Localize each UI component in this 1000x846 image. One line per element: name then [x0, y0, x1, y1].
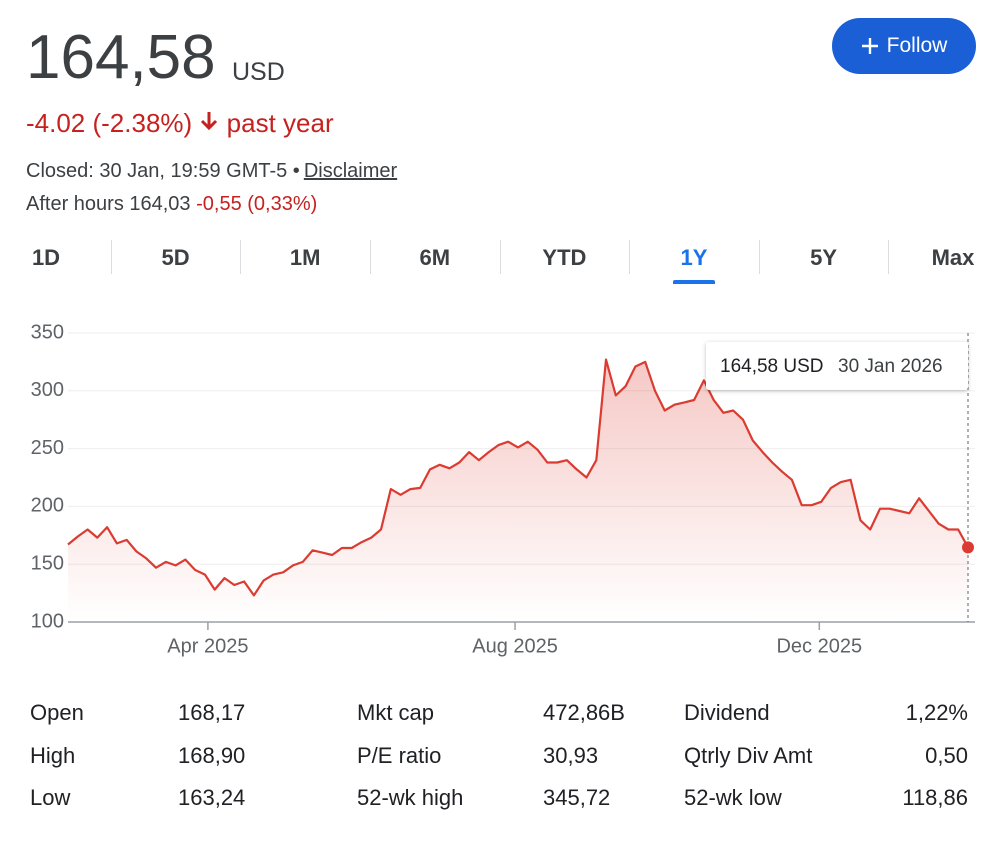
stat-label: Qtrly Div Amt [684, 742, 813, 768]
after-hours-label: After hours 164,03 [26, 193, 191, 215]
stat-value: 168,17 [178, 700, 246, 725]
stat-value: 163,24 [178, 785, 246, 810]
closed: Closed: 30 Jan, 19:59 GMT-5 • Disclaimer [26, 160, 397, 183]
tab-separator [370, 240, 371, 274]
after-hours: After hours 164,03 -0,55 (0,33%) [26, 193, 317, 216]
tab[interactable]: 5D [161, 245, 190, 270]
tab[interactable]: Max [931, 245, 975, 270]
x-tick-label: Apr 2025 [167, 635, 248, 657]
tab-separator [629, 240, 631, 274]
tab[interactable]: 6M [419, 245, 451, 270]
y-tick-label: 100 [31, 610, 64, 632]
tab[interactable]: 5Y [810, 245, 838, 270]
follow-button[interactable]: Follow [832, 18, 976, 74]
x-tick-label: Aug 2025 [472, 635, 558, 657]
tooltip-value: 164,58 USD [720, 356, 824, 377]
tab-separator [758, 240, 760, 274]
down-arrow [201, 112, 218, 131]
follow-label: Follow [886, 34, 948, 57]
closed-text: Closed: 30 Jan, 19:59 GMT-5 • [26, 160, 300, 182]
end-point [962, 541, 974, 554]
tab[interactable]: 1M [289, 245, 321, 270]
tooltip-box [706, 342, 968, 390]
range-tabs: 1D 5D 1M 6M YTD 1Y 5Y Max [0, 238, 1000, 288]
stat-label: Mkt cap [357, 700, 435, 725]
stat-value: 1,22% [905, 700, 968, 725]
price-line [67, 358, 969, 597]
tab-separator [499, 240, 501, 274]
change-value: -4.02 (-2.38%) [26, 108, 193, 138]
stat-value: 168,90 [178, 742, 246, 768]
y-tick-label: 300 [31, 379, 64, 401]
tab-separator [240, 240, 242, 274]
y-tick-label: 350 [31, 321, 64, 343]
disclaimer-link[interactable]: Disclaimer [303, 160, 398, 182]
stat-label: Open [30, 700, 84, 725]
price: 164,58 [26, 23, 216, 92]
stat-label: Dividend [684, 700, 770, 725]
tab[interactable]: 1D [31, 245, 61, 270]
tab-separator [888, 240, 890, 274]
tooltip-date: 30 Jan 2026 [838, 356, 943, 377]
chart: 100 150 200 250 300 350 Apr 2025 Aug 2025 Dec 20… [31, 321, 975, 657]
after-hours-change: -0,55 (0,33%) [196, 193, 318, 215]
tab[interactable]: YTD [542, 245, 587, 270]
stat-label: P/E ratio [357, 742, 442, 768]
y-tick-label: 250 [31, 437, 64, 459]
stat-value: 345,72 [543, 785, 611, 810]
tab[interactable]: 1Y [649, 238, 739, 284]
y-tick-label: 200 [31, 495, 64, 517]
stat-label: Low [30, 785, 71, 810]
area [68, 359, 968, 622]
stat-label: 52-wk low [684, 785, 782, 810]
plus-icon [861, 38, 878, 54]
y-tick-label: 150 [31, 552, 64, 574]
period: past year [226, 108, 334, 138]
stat-value: 30,93 [543, 742, 599, 768]
tab-separator [110, 240, 112, 274]
stat-value: 472,86B [543, 700, 625, 725]
stat-value: 118,86 [902, 785, 968, 810]
stat-label: 52-wk high [357, 785, 464, 810]
change: -4.02 (-2.38%) past year [26, 108, 334, 139]
currency: USD [232, 58, 285, 86]
stat-label: High [30, 742, 76, 768]
x-tick-label: Dec 2025 [776, 635, 862, 657]
stat-value: 0,50 [925, 742, 968, 768]
tooltip: 164,58 USD 30 Jan 2026 [706, 342, 968, 390]
